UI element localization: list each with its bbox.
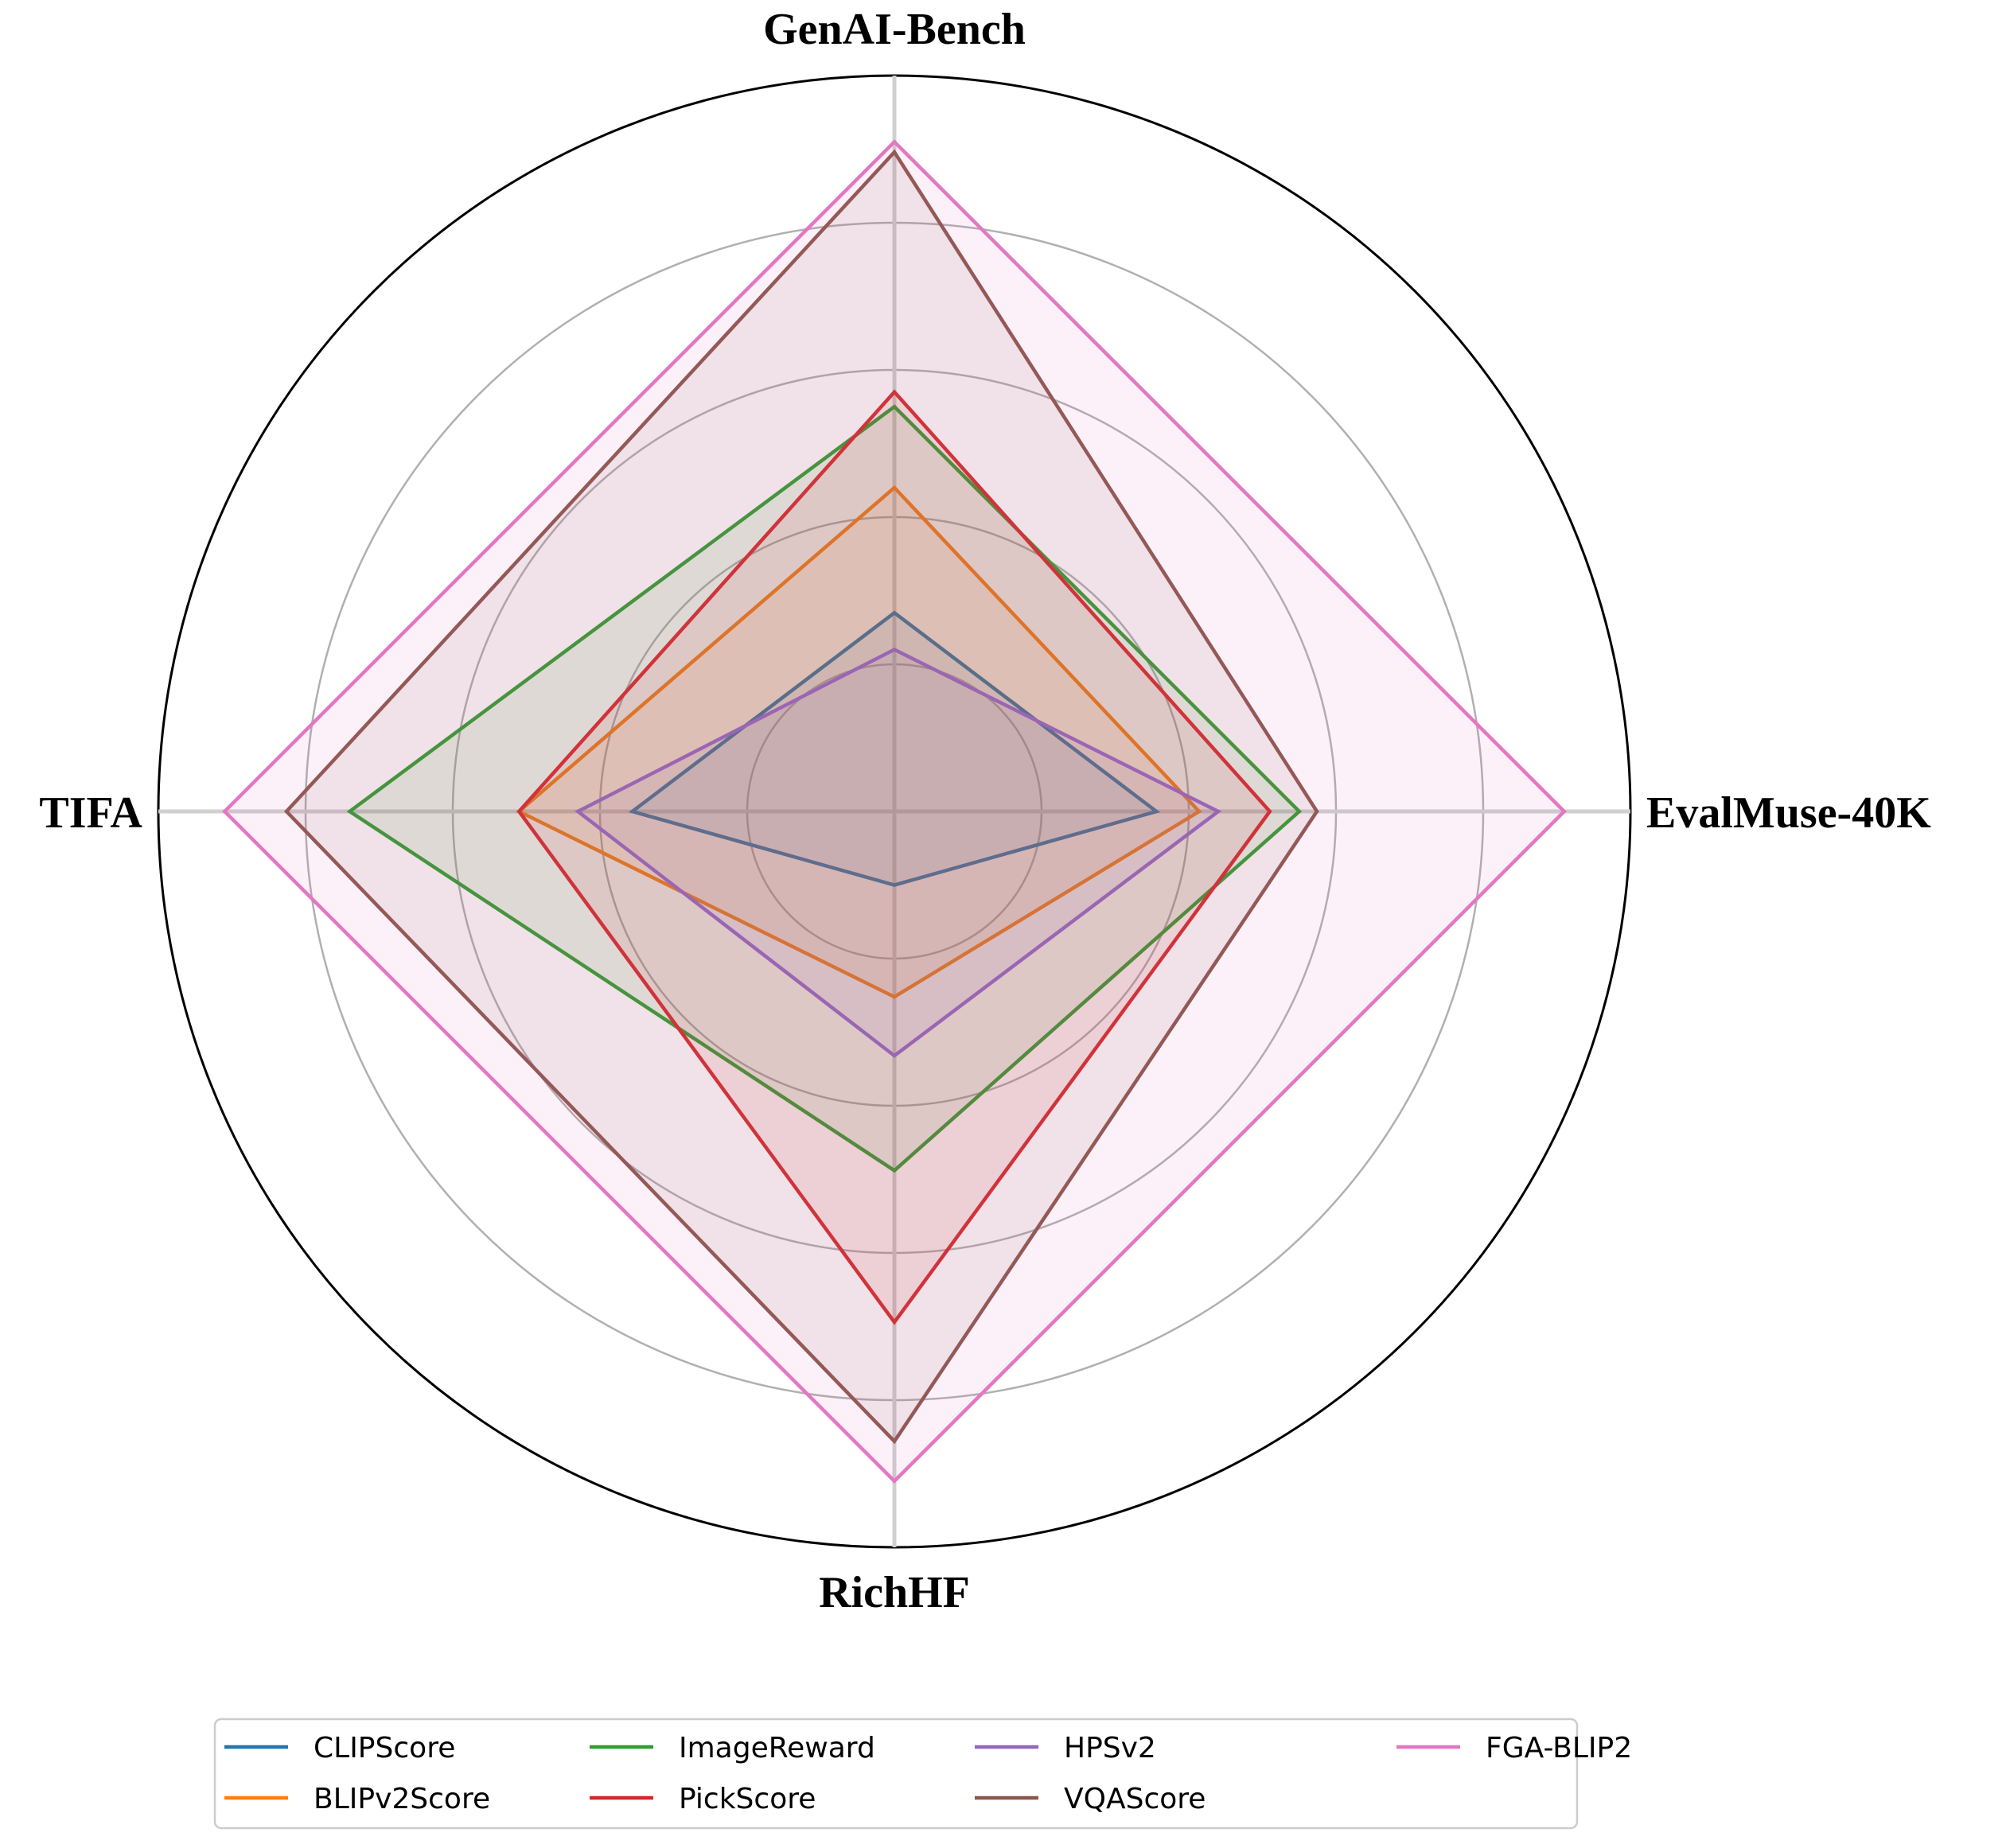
series-line: [283, 149, 1319, 1445]
series-line: [628, 610, 1161, 887]
series-fill: [519, 488, 1199, 998]
series-line: [516, 389, 1272, 1325]
series-line: [516, 484, 1202, 999]
series-line: [346, 404, 1303, 1173]
radar-series: [222, 139, 1567, 1484]
legend-entry-label: BLIPv2Score: [314, 1783, 490, 1815]
legend-entry-label: ImageReward: [679, 1732, 875, 1764]
series-line: [575, 647, 1222, 1058]
legend-entry-label: FGA-BLIP2: [1486, 1732, 1632, 1764]
series-line: [222, 139, 1567, 1484]
series-fill: [632, 613, 1157, 885]
axis-labels: GenAI-Bench EvalMuse-40K RichHF TIFA: [39, 5, 1931, 1617]
axis-label: GenAI-Bench: [763, 5, 1026, 54]
axis-label: RichHF: [819, 1568, 970, 1617]
axis-label: TIFA: [39, 788, 142, 838]
legend-entry-label: PickScore: [679, 1783, 816, 1815]
series-fill: [519, 391, 1270, 1323]
legend-entry-label: VQAScore: [1064, 1783, 1206, 1815]
legend-entry-label: HPSv2: [1064, 1732, 1156, 1764]
axis-label: EvalMuse-40K: [1646, 788, 1931, 838]
series-fill: [286, 152, 1317, 1441]
legend-box: [213, 1718, 1579, 1830]
legend: CLIPScore BLIPv2Score ImageReward PickScore…: [213, 1718, 1632, 1830]
radar-grid: [157, 74, 1632, 1549]
legend-entry-label: CLIPScore: [314, 1732, 455, 1764]
series-fill: [349, 407, 1299, 1171]
series-fill: [224, 142, 1564, 1481]
series-fill: [578, 649, 1218, 1056]
